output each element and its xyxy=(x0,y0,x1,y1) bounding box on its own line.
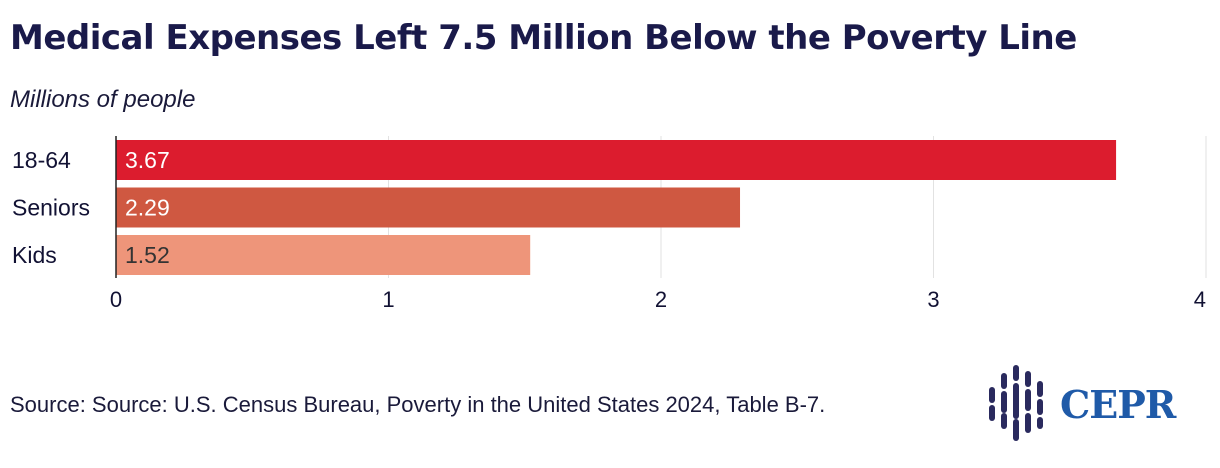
data-label-18-64: 3.67 xyxy=(125,147,170,173)
source-note: Source: Source: U.S. Census Bureau, Pove… xyxy=(10,392,826,417)
logo-text: CEPR xyxy=(1060,382,1176,427)
bar-chart: 3.67 18-64 2.29 Seniors 1.52 Kids 0 1 2 3 4 xyxy=(12,136,1207,312)
x-tick-label-4: 4 xyxy=(1194,287,1206,312)
category-label-18-64: 18-64 xyxy=(12,147,71,173)
bar-kids xyxy=(116,235,531,275)
data-label-seniors: 2.29 xyxy=(125,195,170,221)
chart-title: Medical Expenses Left 7.5 Million Below … xyxy=(10,18,1077,58)
cepr-logo-mark-icon xyxy=(989,365,1043,441)
x-tick-label-0: 0 xyxy=(110,287,122,312)
cepr-logo: CEPR xyxy=(988,364,1208,442)
x-tick-label-1: 1 xyxy=(382,287,394,312)
bar-seniors xyxy=(116,187,741,228)
x-tick-label-3: 3 xyxy=(927,287,939,312)
category-label-seniors: Seniors xyxy=(12,195,90,221)
data-label-kids: 1.52 xyxy=(125,242,170,268)
category-label-kids: Kids xyxy=(12,242,57,268)
x-tick-label-2: 2 xyxy=(655,287,667,312)
chart-subtitle: Millions of people xyxy=(10,86,196,113)
bar-18-64 xyxy=(116,140,1117,180)
